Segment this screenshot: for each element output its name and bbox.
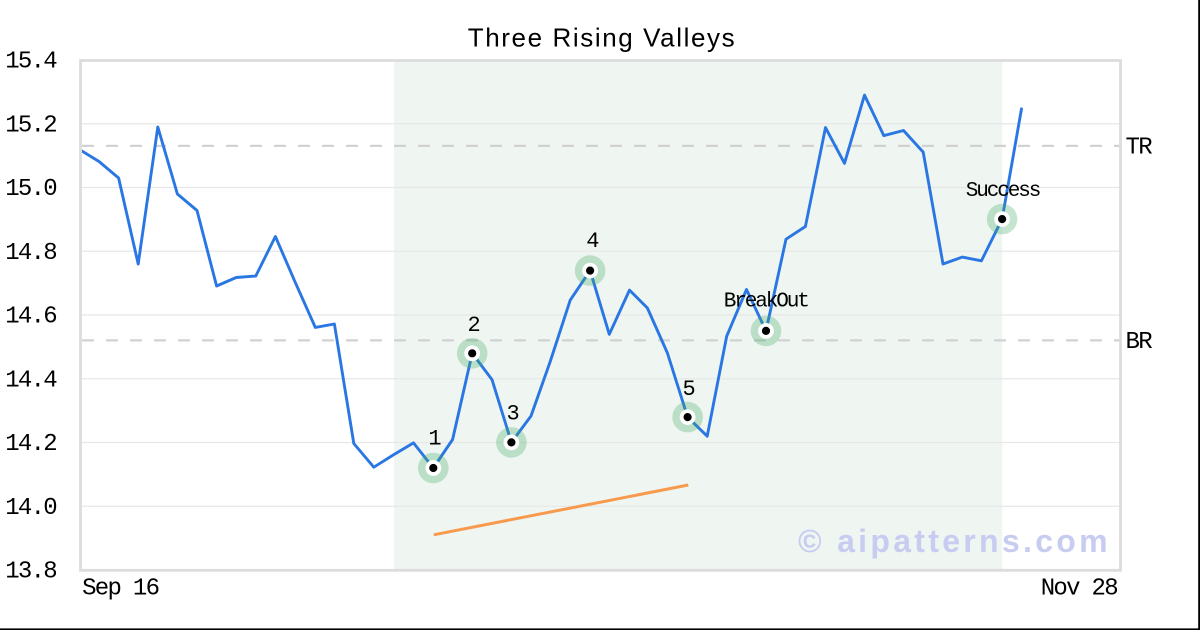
svg-text:4: 4 [586, 229, 599, 254]
svg-text:14.4: 14.4 [5, 367, 57, 394]
svg-text:15.4: 15.4 [5, 49, 57, 76]
svg-text:14.6: 14.6 [5, 304, 56, 331]
svg-text:13.8: 13.8 [5, 559, 56, 586]
svg-text:BreakOut: BreakOut [724, 291, 809, 314]
svg-text:TR: TR [1126, 135, 1153, 162]
svg-text:14.2: 14.2 [5, 431, 56, 458]
svg-text:5: 5 [682, 377, 694, 402]
svg-text:Sep 16: Sep 16 [82, 576, 159, 603]
svg-text:BR: BR [1126, 329, 1153, 356]
svg-text:1: 1 [428, 426, 441, 451]
svg-text:Success: Success [966, 180, 1040, 203]
svg-text:© aipatterns.com: © aipatterns.com [798, 523, 1111, 559]
svg-text:Three Rising Valleys: Three Rising Valleys [468, 23, 737, 53]
svg-text:2: 2 [467, 313, 479, 338]
svg-text:Nov 28: Nov 28 [1041, 576, 1118, 603]
svg-text:3: 3 [506, 402, 518, 427]
svg-text:14.8: 14.8 [5, 240, 56, 267]
svg-text:15.2: 15.2 [5, 112, 56, 139]
svg-text:15.0: 15.0 [5, 176, 56, 203]
svg-text:14.0: 14.0 [5, 495, 56, 522]
